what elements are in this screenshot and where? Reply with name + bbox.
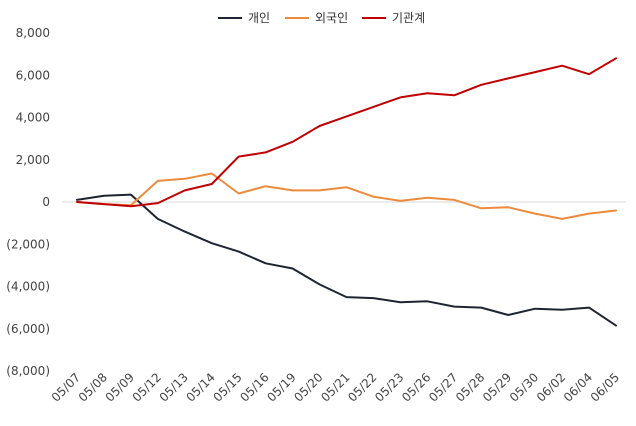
plot-area — [62, 57, 626, 327]
x-axis: 05/0705/0805/0905/1205/1305/1405/1505/16… — [49, 370, 622, 404]
x-tick-label: 05/26 — [399, 370, 433, 404]
y-axis: 8,000 6,000 4,000 2,000 0 (2,000) (4,000) (6,00… — [6, 26, 50, 378]
x-tick-label: 06/02 — [534, 370, 568, 404]
y-tick-label: (2,000) — [6, 237, 50, 251]
x-tick-label: 05/27 — [426, 370, 460, 404]
legend-label: 외국인 — [315, 11, 348, 25]
x-tick-label: 05/29 — [480, 370, 514, 404]
x-tick-label: 05/19 — [264, 370, 298, 404]
x-tick-label: 05/30 — [507, 370, 541, 404]
legend-label: 개인 — [248, 11, 270, 25]
x-tick-label: 05/12 — [130, 370, 164, 404]
series-line-0 — [76, 193, 617, 327]
y-tick-label: 6,000 — [16, 68, 50, 82]
x-tick-label: 05/22 — [345, 370, 379, 404]
x-tick-label: 05/15 — [210, 370, 244, 404]
x-tick-label: 05/28 — [453, 370, 487, 404]
legend-label: 기관계 — [392, 11, 425, 25]
x-tick-label: 05/16 — [237, 370, 271, 404]
y-tick-label: (6,000) — [6, 322, 50, 336]
x-tick-label: 05/07 — [49, 370, 83, 404]
x-tick-label: 06/04 — [561, 370, 595, 404]
x-tick-label: 05/13 — [157, 370, 191, 404]
y-tick-label: (8,000) — [6, 364, 50, 378]
y-tick-label: 8,000 — [16, 26, 50, 40]
y-tick-label: 2,000 — [16, 153, 50, 167]
y-tick-label: (4,000) — [6, 280, 50, 294]
x-tick-label: 05/09 — [103, 370, 137, 404]
series-line-2 — [76, 57, 617, 208]
x-tick-label: 05/14 — [184, 370, 218, 404]
y-tick-label: 0 — [42, 195, 50, 209]
x-tick-label: 05/08 — [76, 370, 110, 404]
x-tick-label: 05/23 — [372, 370, 406, 404]
chart-legend: 개인 외국인 기관계 — [218, 11, 425, 25]
x-tick-label: 05/21 — [318, 370, 352, 404]
x-tick-label: 06/05 — [588, 370, 622, 404]
series-line-1 — [76, 172, 617, 220]
x-tick-label: 05/20 — [291, 370, 325, 404]
y-tick-label: 4,000 — [16, 111, 50, 125]
